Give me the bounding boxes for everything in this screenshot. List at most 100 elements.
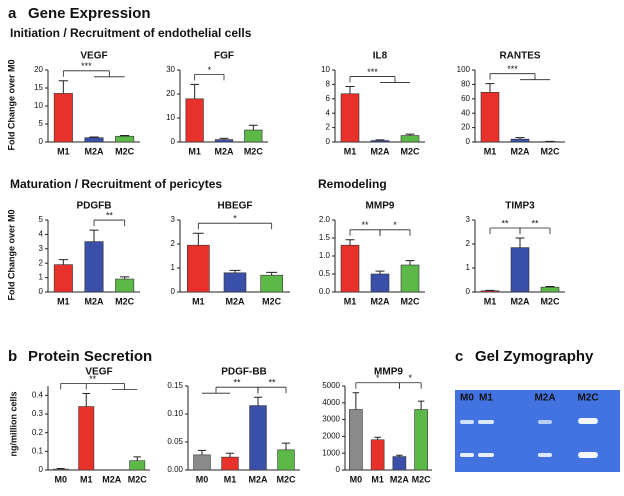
significance-label: ** [531,218,539,228]
y-tick-label: 2000 [322,432,340,441]
y-tick-label: 20 [34,65,43,74]
error-bar [229,269,241,273]
x-tick-label: M1 [484,146,497,156]
bar [370,439,385,471]
error-bar [485,83,495,93]
y-tick-label: 2 [466,239,471,248]
bar [349,409,363,471]
error-bar [219,137,229,140]
bar [193,454,211,471]
bar [260,274,283,293]
y-tick-label: 0.1 [32,446,44,455]
significance-label: *** [367,67,378,77]
significance-bracket [93,219,126,227]
bar [510,138,530,143]
y-tick-label: 0.0 [319,287,331,296]
chart-title: PDGF-BB [221,367,267,378]
gel-band [538,420,552,424]
y-tick-label: 2.0 [319,215,331,224]
y-tick-label: 0.5 [319,269,331,278]
y-tick-label: 2 [39,258,44,267]
error-bar [281,442,291,450]
significance-label: *** [81,61,92,71]
significance-bracket [257,386,287,394]
section-title: Maturation / Recruitment of pericytes [10,177,222,191]
error-bar [515,137,525,140]
section-title: Initiation / Recruitment of endothelial … [10,26,252,40]
error-bar [352,392,360,410]
gel-band [460,453,474,457]
x-tick-label: M0 [350,474,363,484]
y-tick-label: 8 [326,80,331,89]
error-bar [190,83,200,99]
bar [78,406,95,471]
x-tick-label: M2C [115,146,135,156]
y-tick-label: 0 [326,137,331,146]
error-bar [374,436,381,440]
x-tick-label: M2C [400,296,420,306]
significance-bracket [379,229,411,236]
bar [370,273,390,293]
chart-title: TIMP3 [505,201,535,212]
bar [400,135,420,143]
bar [340,93,360,143]
y-tick-label: 20 [461,123,470,132]
bar [400,264,420,293]
section-title: Remodeling [318,177,387,191]
y-tick-label: 10 [34,101,43,110]
significance-bracket [355,382,400,389]
y-tick-label: 1 [171,263,176,272]
y-tick-label: 10 [166,113,175,122]
significance-label: * [408,373,412,383]
y-tick-label: 5 [39,215,44,224]
gel-band [578,418,598,424]
error-bar [120,135,130,137]
gel-band [460,420,474,424]
y-tick-label: 0.00 [167,465,183,474]
significance-label: * [393,220,397,230]
significance-bracket [60,383,138,390]
significance-label: ** [233,378,241,388]
y-tick-label: 1 [466,263,471,272]
x-tick-label: M2A [214,146,234,156]
panel-title: Gene Expression [28,5,151,22]
y-tick-label: 80 [461,80,470,89]
y-tick-label: 4 [326,108,331,117]
bar [84,137,104,143]
y-tick-label: 0.2 [32,428,44,437]
gel-band [538,453,552,457]
significance-label: * [233,214,237,224]
significance-bracket [349,229,381,236]
y-tick-label: 30 [166,65,175,74]
significance-label: *** [507,64,518,74]
bar [115,278,135,293]
error-bar [89,229,99,242]
error-bar [225,452,235,458]
error-bar [417,400,425,410]
x-tick-label: M2A [370,296,390,306]
gel-band [478,453,494,457]
significance-bracket [519,227,551,234]
x-tick-label: M2C [400,146,420,156]
y-tick-label: 3 [171,215,176,224]
significance-bracket [202,386,259,394]
significance-label: ** [361,220,369,230]
y-tick-label: 0 [39,287,44,296]
y-tick-label: 1000 [322,448,340,457]
x-tick-label: M1 [484,296,497,306]
chart-title: VEGF [80,51,107,62]
panel-title: Protein Secretion [28,348,152,365]
x-tick-label: M1 [344,146,357,156]
significance-label: ** [106,210,114,220]
chart-title: VEGF [85,367,112,378]
y-tick-label: 0 [466,137,471,146]
bar [480,290,500,293]
lane-label: M2A [534,393,555,404]
error-bar [89,136,99,138]
significance-bracket [194,74,225,81]
y-tick-label: 0 [171,287,176,296]
chart-title: MMP9 [374,367,403,378]
x-tick-label: M1 [344,296,357,306]
y-tick-label: 0 [466,287,471,296]
